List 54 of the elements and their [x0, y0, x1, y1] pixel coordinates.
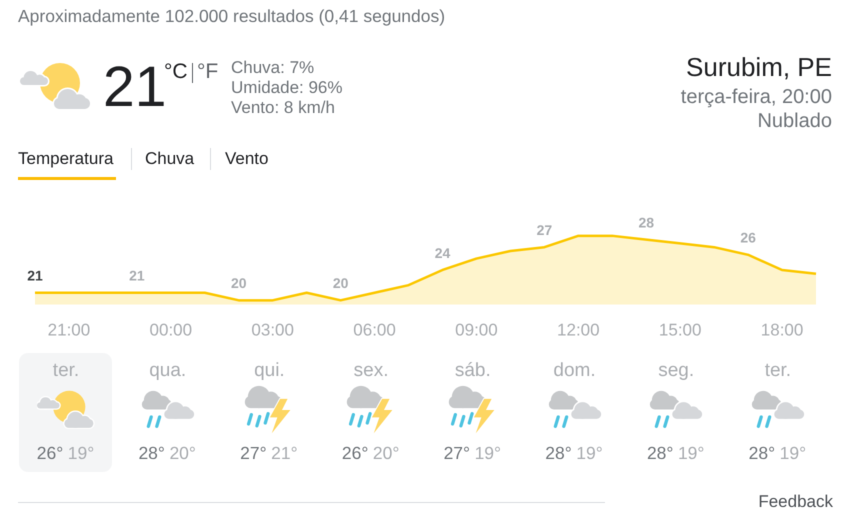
annotation: 27°: [240, 442, 267, 464]
text: Vento: 8 km/h: [231, 98, 335, 118]
annotation: 26°: [342, 442, 368, 464]
data-label: 20: [332, 275, 349, 292]
text: Nublado: [757, 109, 832, 133]
text: Vento: [225, 148, 268, 170]
category-label: seg.: [658, 360, 694, 382]
annotation: 19°: [780, 442, 806, 464]
annotation: 28°: [545, 442, 572, 464]
x-tick-label: 00:00: [150, 320, 192, 340]
x-tick-label: 21:00: [48, 320, 90, 340]
category-label: qua.: [149, 360, 186, 382]
category-label: ter.: [52, 360, 80, 382]
text: Aproximadamente 102.000 resultados (0,41 segundos): [18, 6, 446, 26]
text: Temperatura: [18, 148, 114, 170]
annotation: 20°: [169, 442, 196, 464]
text: Feedback: [758, 492, 833, 512]
x-tick-label: 03:00: [251, 320, 294, 340]
data-label: 24: [434, 244, 450, 261]
category-label: sáb.: [454, 360, 491, 382]
text: Chuva: 7%: [231, 58, 314, 78]
annotation: 19°: [68, 442, 94, 464]
annotation: 20°: [372, 442, 400, 464]
annotation: 19°: [576, 442, 603, 464]
data-label: 27: [536, 222, 552, 238]
text: Surubim, PE: [686, 52, 832, 84]
data-label: 26: [740, 230, 756, 246]
text: °F: [197, 59, 218, 85]
x-tick-label: 06:00: [353, 320, 396, 340]
x-tick-label: 18:00: [760, 320, 804, 340]
text: Umidade: 96%: [231, 78, 343, 98]
category-label: ter.: [764, 360, 792, 382]
annotation: 19°: [678, 442, 704, 464]
annotation: 19°: [474, 442, 502, 464]
annotation: 26°: [36, 442, 64, 464]
text: terça-feira, 20:00: [680, 85, 832, 109]
annotation: 28°: [646, 442, 674, 464]
data-label: 21: [129, 268, 145, 284]
annotation: 27°: [444, 442, 470, 464]
category-label: dom.: [553, 360, 596, 382]
category-label: sex.: [354, 360, 389, 382]
text: °C: [164, 59, 188, 85]
annotation: 21°: [271, 442, 298, 464]
annotation: 28°: [138, 442, 165, 464]
x-tick-label: 12:00: [557, 320, 600, 340]
data-label: 21: [27, 268, 43, 284]
category-label: qui.: [254, 360, 285, 382]
text: 21: [103, 54, 166, 121]
data-label: 20: [230, 275, 247, 292]
annotation: 28°: [748, 442, 776, 464]
x-tick-label: 09:00: [455, 320, 498, 340]
data-label: 28: [638, 214, 654, 230]
text: Chuva: [145, 148, 194, 170]
x-tick-label: 15:00: [658, 320, 702, 340]
